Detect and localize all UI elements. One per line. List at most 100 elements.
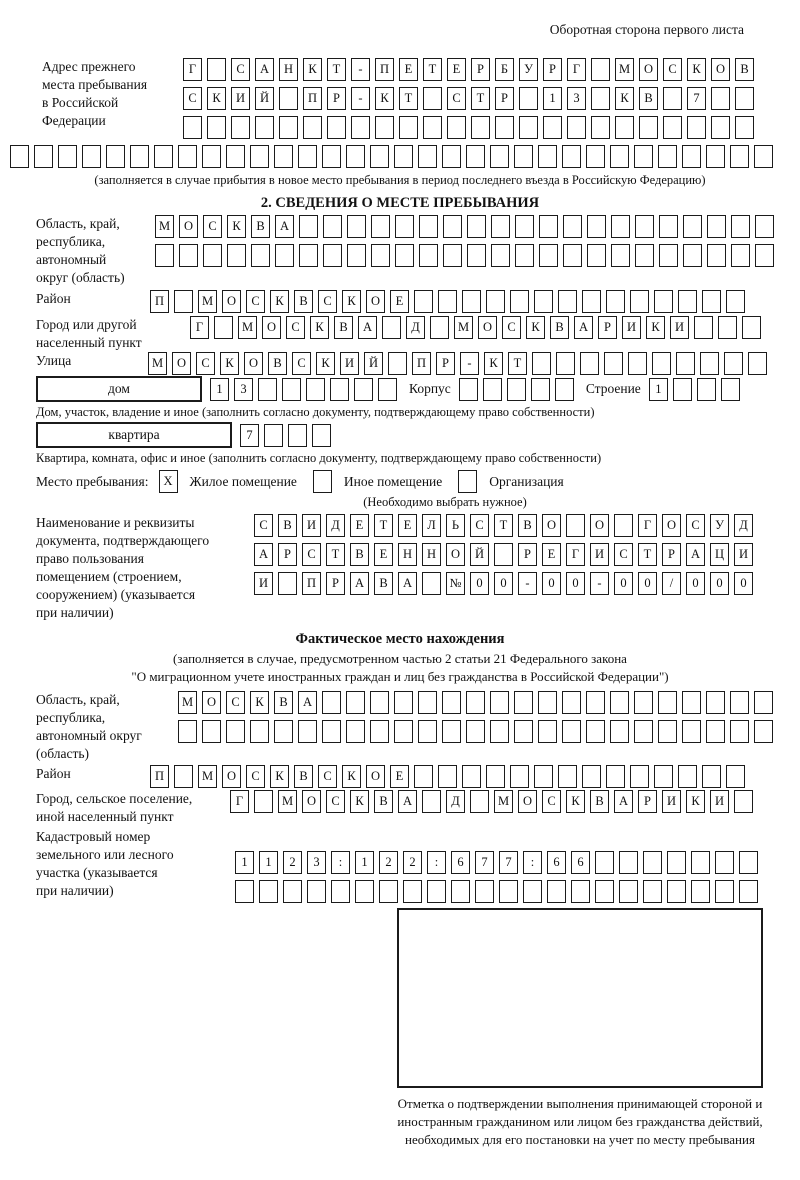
char-cell xyxy=(739,851,758,874)
char-cell xyxy=(515,244,534,267)
char-cell xyxy=(682,691,701,714)
char-cell xyxy=(519,87,538,110)
char-cell: К xyxy=(646,316,665,339)
char-cell xyxy=(346,720,365,743)
char-cell xyxy=(382,316,401,339)
char-cell: В xyxy=(278,514,297,537)
char-cell: 0 xyxy=(710,572,729,595)
char-cell xyxy=(203,244,222,267)
char-cell xyxy=(254,790,273,813)
char-cell xyxy=(306,377,325,401)
char-cell xyxy=(580,352,599,375)
cadastre-row-2 xyxy=(235,880,758,903)
char-cell xyxy=(379,880,398,903)
char-cell: В xyxy=(274,691,293,714)
char-cell xyxy=(347,215,366,238)
char-cell: К xyxy=(687,58,706,81)
char-cell xyxy=(659,244,678,267)
char-cell: А xyxy=(350,572,369,595)
char-cell: № xyxy=(446,572,465,595)
char-cell: К xyxy=(250,691,269,714)
char-cell: 0 xyxy=(686,572,705,595)
actual-location-note-2: "О миграционном учете иностранных гражда… xyxy=(131,669,669,684)
char-cell xyxy=(467,215,486,238)
house-note: Дом, участок, владение и иное (заполнить… xyxy=(36,405,595,419)
char-cell: 3 xyxy=(307,851,326,874)
char-cell: 2 xyxy=(379,851,398,874)
actual-region-label: Область, край, республика, автономный ок… xyxy=(36,692,142,761)
char-cell: 6 xyxy=(451,851,470,874)
char-cell xyxy=(687,116,706,139)
region-field: Область, край, республика, автономный ок… xyxy=(0,215,800,287)
char-cell: М xyxy=(238,316,257,339)
char-cell xyxy=(274,720,293,743)
char-cell xyxy=(288,423,307,447)
char-cell: О xyxy=(446,543,465,566)
char-cell: Е xyxy=(390,290,409,313)
char-cell: Е xyxy=(399,58,418,81)
char-cell: Е xyxy=(398,514,417,537)
char-cell xyxy=(250,145,269,168)
char-cell: И xyxy=(734,543,753,566)
char-cell xyxy=(720,377,740,401)
char-cell: X xyxy=(158,470,178,493)
region-label: Область, край, республика, автономный ок… xyxy=(36,216,125,285)
char-cell: В xyxy=(350,543,369,566)
char-cell xyxy=(700,352,719,375)
char-cell: С xyxy=(231,58,250,81)
stamp-box xyxy=(397,908,763,1088)
char-cell xyxy=(323,215,342,238)
char-cell: В xyxy=(374,790,393,813)
char-cell xyxy=(442,720,461,743)
char-cell xyxy=(523,880,542,903)
char-cell xyxy=(586,720,605,743)
char-cell: А xyxy=(275,215,294,238)
char-cell xyxy=(299,215,318,238)
char-cell xyxy=(563,244,582,267)
char-cell: 7 xyxy=(475,851,494,874)
char-cell xyxy=(178,720,197,743)
stroenie-cells: 1 xyxy=(648,377,740,401)
char-cell xyxy=(606,765,625,788)
char-cell: Е xyxy=(350,514,369,537)
char-cell: У xyxy=(519,58,538,81)
char-cell: Р xyxy=(638,790,657,813)
char-cell: 1 xyxy=(235,851,254,874)
char-cell xyxy=(231,116,250,139)
char-cell: 6 xyxy=(571,851,590,874)
char-cell xyxy=(422,790,441,813)
char-cell xyxy=(538,691,557,714)
char-cell xyxy=(619,851,638,874)
char-cell: В xyxy=(735,58,754,81)
char-cell xyxy=(371,244,390,267)
char-cell xyxy=(466,720,485,743)
char-cell xyxy=(259,880,278,903)
char-cell xyxy=(586,145,605,168)
char-cell xyxy=(595,851,614,874)
char-cell xyxy=(595,880,614,903)
char-cell: К xyxy=(303,58,322,81)
char-cell: П xyxy=(375,58,394,81)
char-cell xyxy=(354,377,373,401)
char-cell xyxy=(466,691,485,714)
char-cell: 0 xyxy=(542,572,561,595)
char-cell: Г xyxy=(230,790,249,813)
char-cell: 0 xyxy=(470,572,489,595)
char-cell xyxy=(312,423,331,447)
char-cell: 0 xyxy=(638,572,657,595)
char-cell: 3 xyxy=(567,87,586,110)
char-cell xyxy=(414,765,433,788)
char-cell: Т xyxy=(399,87,418,110)
char-cell xyxy=(691,851,710,874)
char-cell xyxy=(539,215,558,238)
char-cell: Е xyxy=(447,58,466,81)
char-cell: А xyxy=(614,790,633,813)
char-cell: В xyxy=(334,316,353,339)
char-cell xyxy=(582,290,601,313)
char-cell xyxy=(634,720,653,743)
char-cell: К xyxy=(227,215,246,238)
